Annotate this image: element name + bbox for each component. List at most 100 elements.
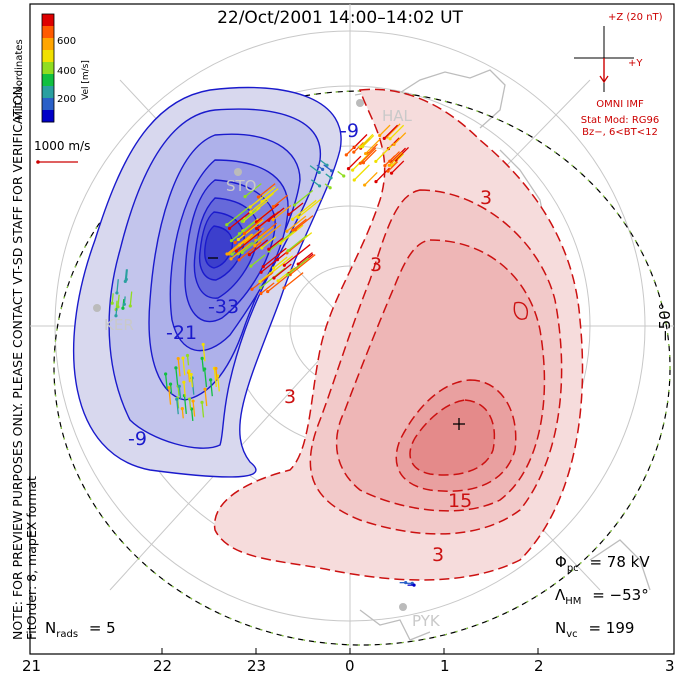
velocity-vector xyxy=(201,402,205,418)
colorbar-segment xyxy=(42,14,54,27)
velocity-vector-origin xyxy=(243,195,247,199)
velocity-vector xyxy=(204,389,208,407)
hm-boundary-green xyxy=(53,90,671,646)
velocity-vector-origin xyxy=(404,581,408,585)
velocity-vector xyxy=(230,243,251,260)
velocity-vector-origin xyxy=(363,183,367,187)
velocity-vector xyxy=(255,226,274,241)
velocity-vector xyxy=(362,134,375,148)
velocity-vector-origin xyxy=(361,161,366,165)
radar-site-markers xyxy=(93,99,407,611)
velocity-vector xyxy=(169,384,173,394)
velocity-vector xyxy=(289,254,316,276)
velocity-vector xyxy=(297,252,313,265)
velocity-vector xyxy=(345,145,357,156)
velocity-vector xyxy=(183,382,186,397)
velocity-vector xyxy=(182,358,186,376)
velocity-vector-origin xyxy=(286,273,290,277)
velocity-vector xyxy=(258,183,276,198)
velocity-vector xyxy=(292,199,317,220)
velocity-vector-origin xyxy=(115,291,119,295)
velocity-vector-origin xyxy=(174,366,178,370)
colorbar-tick-200: 200 xyxy=(57,94,77,105)
mlt-tick-label: 0 xyxy=(345,657,355,675)
colorbar-segment xyxy=(42,98,54,111)
velocity-vector xyxy=(261,236,277,249)
velocity-vector-origin xyxy=(121,306,125,310)
velocity-vector-origin xyxy=(203,387,207,391)
velocity-vector xyxy=(375,145,393,162)
velocity-vector xyxy=(190,408,194,421)
velocity-vector xyxy=(177,358,181,377)
velocity-vector xyxy=(190,374,194,388)
velocity-vector-origin xyxy=(233,240,237,245)
velocity-vector xyxy=(188,370,191,382)
velocity-vector-origin xyxy=(176,356,180,361)
velocity-vector-origin xyxy=(260,246,264,250)
velocity-vector-origin xyxy=(271,218,275,222)
contour-label: 3 xyxy=(480,187,493,209)
velocity-colorbar xyxy=(41,13,55,123)
velocity-vector xyxy=(389,124,405,140)
velocity-vector xyxy=(241,209,257,222)
velocity-vector-origin xyxy=(285,229,289,233)
colorbar-segment xyxy=(42,74,54,87)
velocity-vector xyxy=(280,224,304,244)
velocity-vector-origin xyxy=(346,167,351,171)
velocity-vector xyxy=(287,257,310,276)
imf-arrowhead xyxy=(599,75,609,84)
velocity-vector-origin xyxy=(237,258,241,262)
velocity-vector xyxy=(244,218,263,234)
map-title: 22/Oct/2001 14:00–14:02 UT xyxy=(217,8,463,28)
velocity-vector xyxy=(272,204,292,221)
velocity-vector xyxy=(181,408,184,419)
velocity-vector-origin xyxy=(282,263,286,267)
colorbar-segment xyxy=(42,50,54,63)
velocity-vector-origin xyxy=(175,397,179,401)
velocity-vector-origin xyxy=(260,200,264,204)
imf-z-label: +Z (20 nT) xyxy=(608,12,663,23)
mlt-tick-label: 23 xyxy=(247,657,267,675)
colorbar-tick-600: 600 xyxy=(57,36,77,47)
velocity-vector-origin xyxy=(200,356,204,360)
velocity-vector xyxy=(249,186,276,208)
imf-caption: OMNI IMF xyxy=(596,99,644,110)
velocity-vector-origin xyxy=(229,257,233,261)
velocity-vector xyxy=(294,215,314,231)
velocity-vector-origin xyxy=(374,180,378,184)
velocity-vector-origin xyxy=(200,400,204,404)
velocity-vector xyxy=(256,213,276,230)
velocity-vector-origin xyxy=(291,217,295,221)
velocity-vector xyxy=(348,155,362,170)
velocity-vector xyxy=(367,143,378,155)
velocity-vector xyxy=(387,161,399,172)
velocity-vector-origin xyxy=(278,241,283,245)
velocity-vector xyxy=(260,282,275,294)
velocity-vector xyxy=(294,189,314,206)
potential-extrema xyxy=(208,257,465,430)
velocity-vector-origin xyxy=(180,407,184,411)
velocity-vector-origin xyxy=(201,342,205,347)
velocity-vector xyxy=(164,373,168,390)
velocity-vector-origin xyxy=(259,291,263,296)
colorbar-segment xyxy=(42,110,54,123)
velocity-vector-origin xyxy=(250,287,254,291)
hm-boundary-latitude: ΛHM = −53° xyxy=(555,586,649,607)
velocity-vector-origin xyxy=(382,136,386,140)
number-of-vectors: Nvc = 199 xyxy=(555,619,635,640)
mlt-tick-label: 2 xyxy=(534,657,544,675)
velocity-vector-origin xyxy=(167,386,171,390)
velocity-vector-origin xyxy=(116,305,120,309)
velocity-vector xyxy=(287,234,308,252)
velocity-vector-origin xyxy=(329,176,333,180)
velocity-vector-origin xyxy=(358,145,362,149)
velocity-vector xyxy=(226,233,253,255)
velocity-vector-origin xyxy=(128,304,132,308)
velocity-vector-origin xyxy=(351,168,355,172)
velocity-vector xyxy=(384,155,396,167)
velocity-vector xyxy=(241,235,263,254)
velocity-vector xyxy=(359,147,377,164)
radar-site-label: HAL xyxy=(382,107,412,125)
velocity-vector xyxy=(310,179,320,187)
velocity-vector xyxy=(116,279,119,293)
